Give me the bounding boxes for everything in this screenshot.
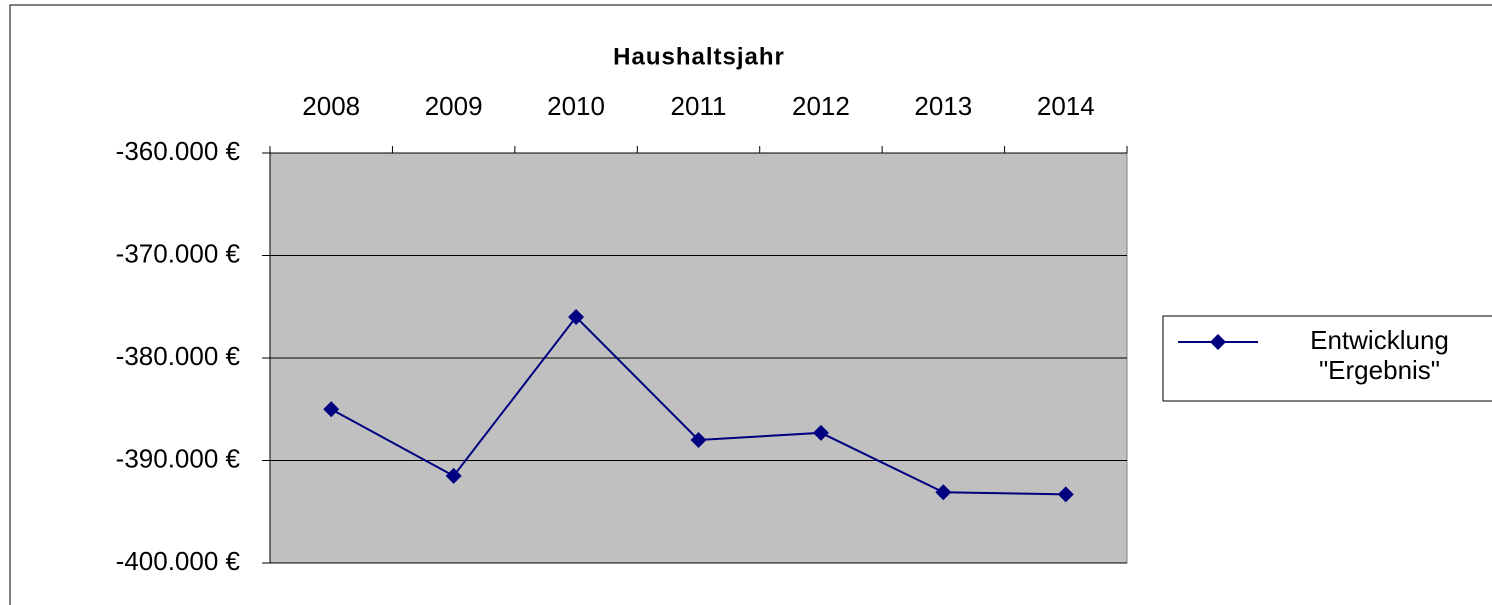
data-point — [568, 309, 585, 325]
legend-label: Entwicklung "Ergebnis" — [1310, 325, 1449, 385]
data-point — [690, 432, 707, 448]
data-point — [1057, 486, 1074, 503]
y-tick-label: -400.000 € — [116, 546, 241, 576]
legend-marker — [1210, 334, 1226, 350]
data-point — [323, 401, 340, 418]
x-tick-label: 2012 — [792, 91, 850, 121]
x-tick-label: 2013 — [914, 91, 972, 121]
x-tick-label: 2010 — [547, 91, 605, 121]
y-tick-label: -360.000 € — [116, 136, 241, 166]
data-point — [935, 484, 952, 501]
x-tick-label: 2014 — [1037, 91, 1095, 121]
y-tick-label: -380.000 € — [116, 341, 241, 371]
y-tick-label: -390.000 € — [116, 443, 241, 473]
x-tick-label: 2008 — [302, 91, 360, 121]
x-tick-label: 2009 — [425, 91, 483, 121]
chart-title: Haushaltsjahr — [613, 43, 785, 70]
data-point — [445, 467, 462, 484]
y-tick-label: -370.000 € — [116, 238, 241, 268]
legend-box — [1162, 315, 1492, 402]
data-point — [812, 424, 829, 441]
x-tick-label: 2011 — [671, 91, 727, 121]
